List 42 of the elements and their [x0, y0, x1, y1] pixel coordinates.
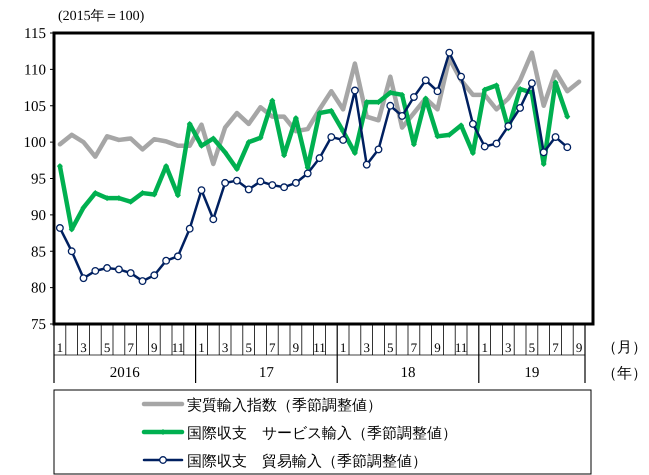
x-tick-label: 5: [387, 340, 394, 355]
x-tick-label: 11: [313, 340, 326, 355]
x-tick-label: 9: [576, 340, 582, 355]
x-tick-label: 1: [481, 340, 488, 355]
x-tick-label: 11: [454, 340, 468, 355]
x-tick-label: 1: [56, 340, 64, 355]
y-tick-label: 75: [31, 317, 46, 333]
y-tick-label: 95: [31, 172, 46, 188]
x-tick-label: 3: [363, 340, 370, 355]
y-tick-label: 85: [31, 244, 46, 260]
x-tick-label: 5: [528, 340, 536, 355]
text: 18: [400, 365, 416, 381]
y-tick-label: 110: [24, 62, 46, 78]
y-tick-label: 100: [24, 135, 46, 152]
x-tick-label: 7: [410, 340, 418, 355]
x-tick-label: 5: [104, 340, 110, 355]
x-tick-label: 7: [269, 340, 276, 355]
text: 19: [524, 365, 540, 381]
x-tick-label: 1: [198, 340, 205, 355]
x-tick-label: 3: [505, 340, 512, 355]
x-tick-label: 5: [245, 340, 252, 355]
text: 17: [258, 365, 274, 381]
y-tick-label: 105: [24, 98, 46, 115]
legend-label: 実質輸入指数（季節調整値）: [187, 397, 382, 414]
text: （月）: [602, 340, 647, 356]
y-tick-label: 80: [31, 280, 46, 297]
x-tick-label: 9: [292, 340, 300, 355]
y-tick-label: 90: [31, 208, 46, 224]
x-tick-label: 3: [222, 340, 228, 355]
legend-label: 国際収支 貿易輸入（季節調整値）: [187, 453, 427, 470]
y-axis-title: (2015年＝100): [58, 8, 145, 24]
x-tick-label: 7: [127, 340, 134, 355]
x-tick-label: 9: [434, 340, 441, 355]
x-tick-label: 11: [172, 340, 184, 355]
legend-label: 国際収支 サービス輸入（季節調整値）: [187, 425, 457, 442]
x-tick-label: 3: [80, 340, 87, 355]
text: 2016: [110, 365, 140, 381]
x-tick-label: 7: [552, 340, 560, 355]
x-tick-label: 1: [340, 340, 346, 355]
text: （年）: [602, 365, 647, 382]
y-tick-label: 115: [24, 26, 46, 42]
x-tick-label: 9: [151, 340, 158, 355]
